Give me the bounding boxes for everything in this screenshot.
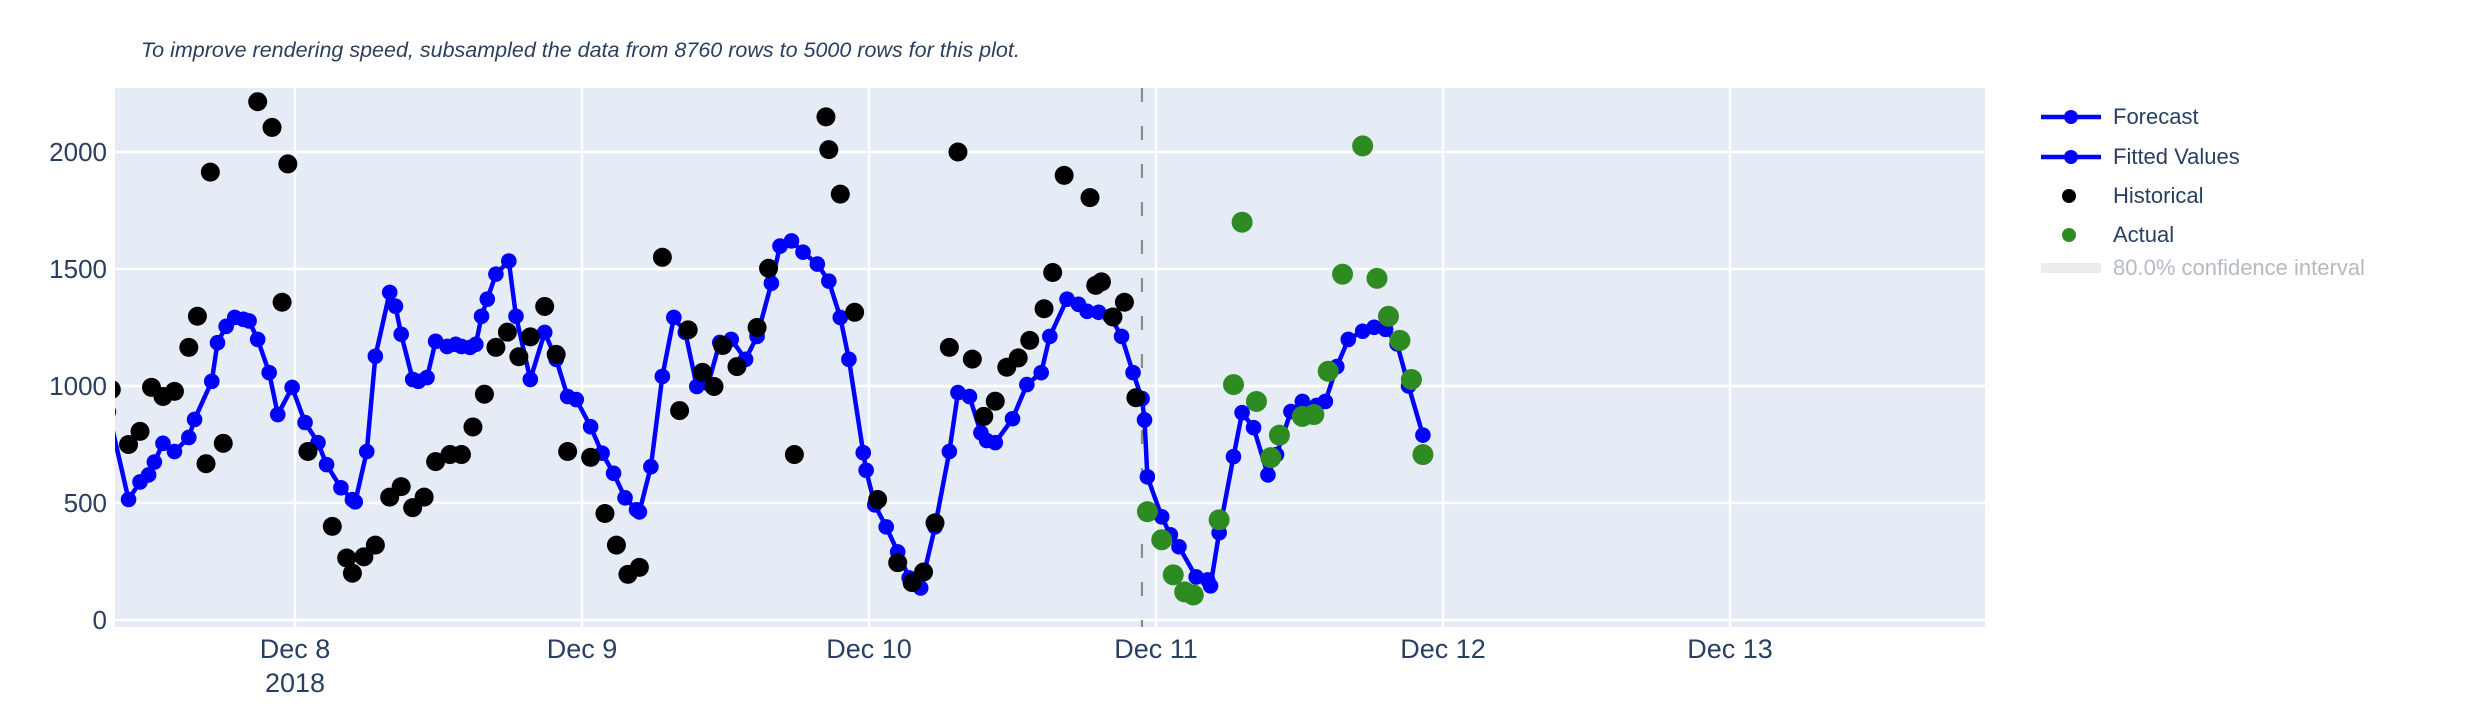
chart-annotation-title: To improve rendering speed, subsampled t… xyxy=(141,38,1020,62)
gridlines xyxy=(115,88,1985,627)
80-0-confidence-interval-band-swatch-icon xyxy=(2041,263,2101,273)
legend-item-fitted-values[interactable]: Fitted Values xyxy=(2040,142,2240,172)
plot-background[interactable] xyxy=(115,88,1985,627)
y-axis-tick-labels: 0 500 1000 1500 2000 xyxy=(49,137,107,635)
legend-item-80-0-confidence-interval[interactable]: 80.0% confidence interval xyxy=(2040,253,2365,283)
legend-label-actual: Actual xyxy=(2113,222,2175,247)
fitted-values-line-marker-swatch-icon xyxy=(2041,150,2101,164)
legend-item-forecast[interactable]: Forecast xyxy=(2040,102,2199,132)
x-tick-label: Dec 8 xyxy=(260,634,331,664)
actual-series xyxy=(1136,135,1434,606)
legend-label-historical: Historical xyxy=(2113,183,2204,208)
legend-label-forecast: Forecast xyxy=(2113,104,2199,129)
historical-dot-swatch-icon xyxy=(2062,189,2076,203)
x-tick-label: Dec 10 xyxy=(826,634,912,664)
legend-item-historical[interactable]: Historical xyxy=(2040,181,2203,211)
x-tick-label: Dec 12 xyxy=(1400,634,1486,664)
x-tick-label: Dec 9 xyxy=(547,634,618,664)
x-tick-label: Dec 13 xyxy=(1687,634,1773,664)
legend-label-fitted-values: Fitted Values xyxy=(2113,144,2240,169)
x-tick-year-label: 2018 xyxy=(265,668,325,698)
y-tick-label: 500 xyxy=(64,488,107,518)
x-tick-label: Dec 11 xyxy=(1114,634,1198,664)
legend-label-80-0-confidence-interval: 80.0% confidence interval xyxy=(2113,255,2365,280)
y-tick-label: 0 xyxy=(93,605,107,635)
actual-dot-swatch-icon xyxy=(2062,228,2076,242)
legend-item-actual[interactable]: Actual xyxy=(2040,220,2174,250)
y-tick-label: 1000 xyxy=(49,371,107,401)
y-tick-label: 2000 xyxy=(49,137,107,167)
y-tick-label: 1500 xyxy=(49,254,107,284)
historical-series xyxy=(115,92,1146,593)
forecast-line-marker-swatch-icon xyxy=(2041,110,2101,124)
x-axis-tick-labels: Dec 8 2018 Dec 9 Dec 10 Dec 11 Dec 12 Dec 13 xyxy=(260,634,1773,698)
